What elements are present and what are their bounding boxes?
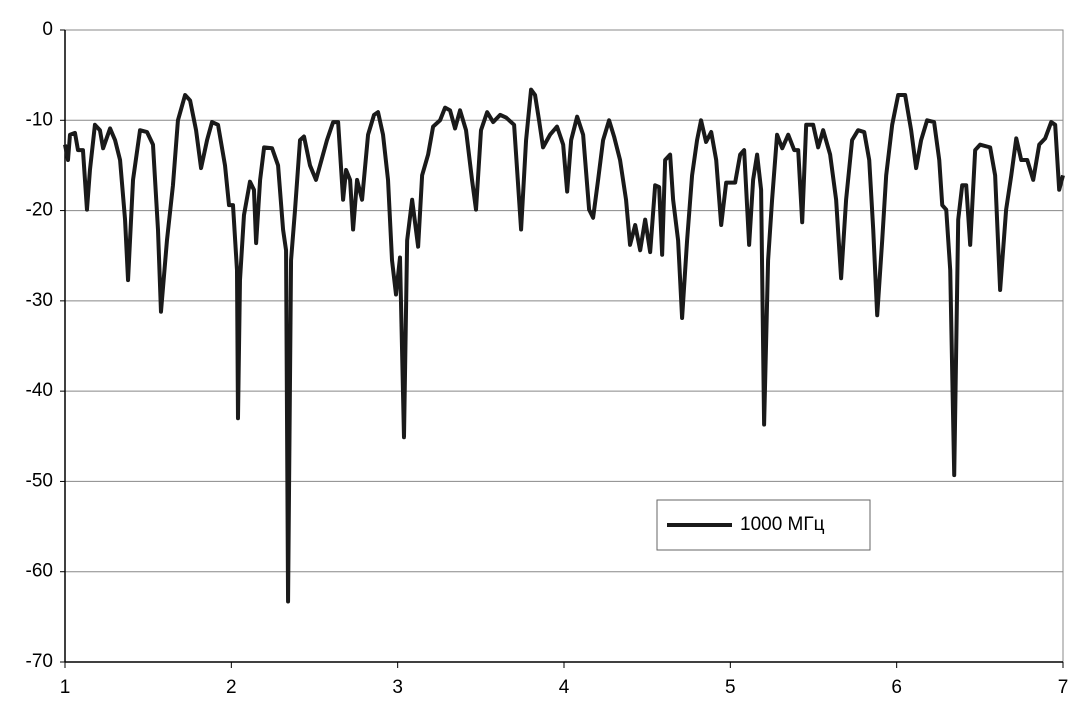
x-tick-label: 5 [725, 677, 736, 698]
y-tick-label: -30 [26, 290, 53, 311]
x-tick-label: 1 [60, 677, 71, 698]
y-tick-label: -50 [26, 470, 53, 491]
y-tick-label: 0 [42, 19, 53, 40]
x-tick-label: 6 [891, 677, 902, 698]
y-tick-label: -10 [26, 109, 53, 130]
y-tick-label: -40 [26, 380, 53, 401]
x-tick-label: 2 [226, 677, 237, 698]
legend-label: 1000 МГц [740, 514, 825, 535]
y-tick-label: -60 [26, 561, 53, 582]
y-tick-label: -70 [26, 651, 53, 672]
x-tick-label: 3 [392, 677, 403, 698]
y-tick-label: -20 [26, 200, 53, 221]
x-tick-label: 7 [1058, 677, 1069, 698]
data-line [63, 87, 1065, 604]
x-tick-label: 4 [559, 677, 570, 698]
plot-area [64, 29, 1064, 663]
